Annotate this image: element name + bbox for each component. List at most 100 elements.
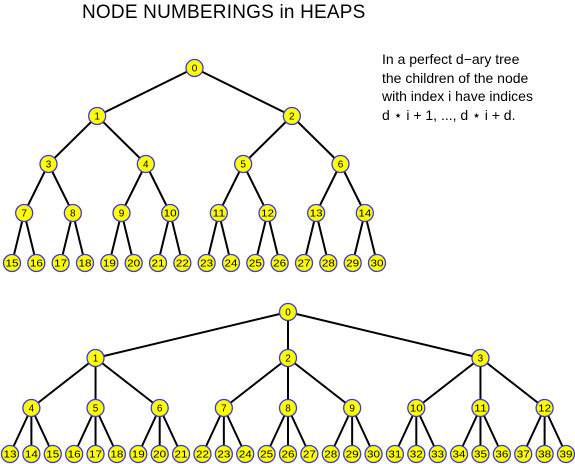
node-label: 30 [367, 450, 381, 461]
heap-node-22: 22 [193, 444, 212, 464]
heap-node-30: 30 [367, 253, 387, 273]
node-label: 39 [560, 450, 574, 461]
heap-node-9: 9 [112, 203, 131, 223]
node-circle [171, 444, 191, 464]
heap-node-10: 10 [407, 398, 426, 418]
heap-node-23: 23 [214, 444, 233, 464]
heap-node-1: 1 [86, 348, 105, 368]
node-label: 16 [68, 450, 82, 461]
heap-node-4: 4 [22, 398, 41, 418]
node-circle [343, 444, 362, 464]
node-label: 32 [410, 450, 424, 461]
node-circle [307, 203, 326, 223]
tree-edge [96, 115, 147, 165]
heap-node-15: 15 [2, 253, 22, 273]
note-line-4: d ⋆ i + 1, ..., d ⋆ i + d. [382, 106, 516, 123]
tree-edge [291, 115, 342, 165]
node-label: 1 [93, 354, 99, 365]
node-label: 25 [260, 450, 274, 461]
tree-edge [415, 357, 482, 409]
heap-node-3: 3 [39, 154, 58, 174]
node-label: 26 [273, 259, 287, 270]
note-line-2: the children of the node [382, 69, 529, 86]
node-label: 2 [289, 112, 295, 123]
node-label: 18 [79, 259, 93, 270]
node-label: 37 [517, 450, 531, 461]
node-circle [331, 154, 350, 174]
heap-node-13: 13 [0, 444, 20, 464]
node-circle [150, 444, 169, 464]
node-circle [270, 253, 289, 273]
node-circle [407, 398, 426, 418]
node-circle [39, 154, 58, 174]
node-circle [300, 444, 319, 464]
heap-node-39: 39 [556, 444, 575, 464]
node-label: 27 [303, 450, 317, 461]
node-circle [63, 203, 82, 223]
node-circle [535, 398, 554, 418]
node-circle [321, 444, 340, 464]
node-label: 1 [94, 112, 100, 123]
node-label: 23 [200, 259, 214, 270]
page-title: NODE NUMBERINGS in HEAPS [82, 2, 366, 23]
heap-node-10: 10 [161, 203, 180, 223]
tree-edge [194, 67, 293, 117]
heap-node-16: 16 [65, 444, 84, 464]
node-circle [471, 348, 490, 368]
node-label: 19 [132, 450, 146, 461]
heap-node-35: 35 [471, 444, 490, 464]
node-label: 14 [25, 450, 39, 461]
tree-edge [287, 311, 481, 359]
node-circle [51, 253, 70, 273]
node-label: 29 [346, 259, 360, 270]
heap-node-17: 17 [86, 444, 105, 464]
node-label: 25 [249, 259, 263, 270]
heap-node-2: 2 [278, 348, 298, 368]
heap-node-27: 27 [300, 444, 319, 464]
heap-node-26: 26 [270, 253, 289, 273]
node-label: 3 [478, 354, 484, 365]
node-circle [22, 444, 41, 464]
heap-node-20: 20 [124, 253, 143, 273]
heap-node-29: 29 [343, 253, 362, 273]
node-circle [385, 444, 405, 464]
node-circle [150, 398, 169, 418]
node-circle [278, 348, 298, 368]
heap-node-7: 7 [15, 203, 34, 223]
node-label: 13 [310, 209, 324, 220]
heap-node-21: 21 [171, 444, 191, 464]
node-label: 20 [127, 259, 141, 270]
node-circle [343, 398, 362, 418]
node-circle [2, 253, 22, 273]
node-circle [246, 253, 265, 273]
note-line-1: In a perfect d−ary tree [382, 51, 520, 67]
heap-node-8: 8 [278, 398, 298, 418]
node-circle [407, 444, 426, 464]
node-label: 36 [495, 450, 509, 461]
tree-edge [479, 357, 546, 409]
tree-edge [95, 311, 289, 359]
heap-node-6: 6 [331, 154, 350, 174]
heap-node-17: 17 [51, 253, 70, 273]
node-circle [428, 444, 447, 464]
heap-node-34: 34 [449, 444, 469, 464]
node-circle [319, 253, 338, 273]
node-circle [364, 444, 383, 464]
node-label: 9 [119, 209, 125, 220]
heap-node-15: 15 [43, 444, 62, 464]
node-label: 4 [29, 404, 35, 415]
heap-node-2: 2 [282, 106, 301, 126]
heap-node-9: 9 [343, 398, 362, 418]
node-label: 24 [225, 259, 239, 270]
heap-node-19: 19 [100, 253, 119, 273]
heap-node-20: 20 [150, 444, 169, 464]
heap-node-28: 28 [321, 444, 340, 464]
node-circle [209, 203, 228, 223]
node-label: 17 [54, 259, 68, 270]
heap-node-25: 25 [257, 444, 276, 464]
heap-node-0: 0 [278, 302, 298, 322]
node-label: 8 [70, 209, 76, 220]
node-circle [294, 253, 314, 273]
node-label: 15 [6, 259, 20, 270]
node-circle [278, 302, 298, 322]
